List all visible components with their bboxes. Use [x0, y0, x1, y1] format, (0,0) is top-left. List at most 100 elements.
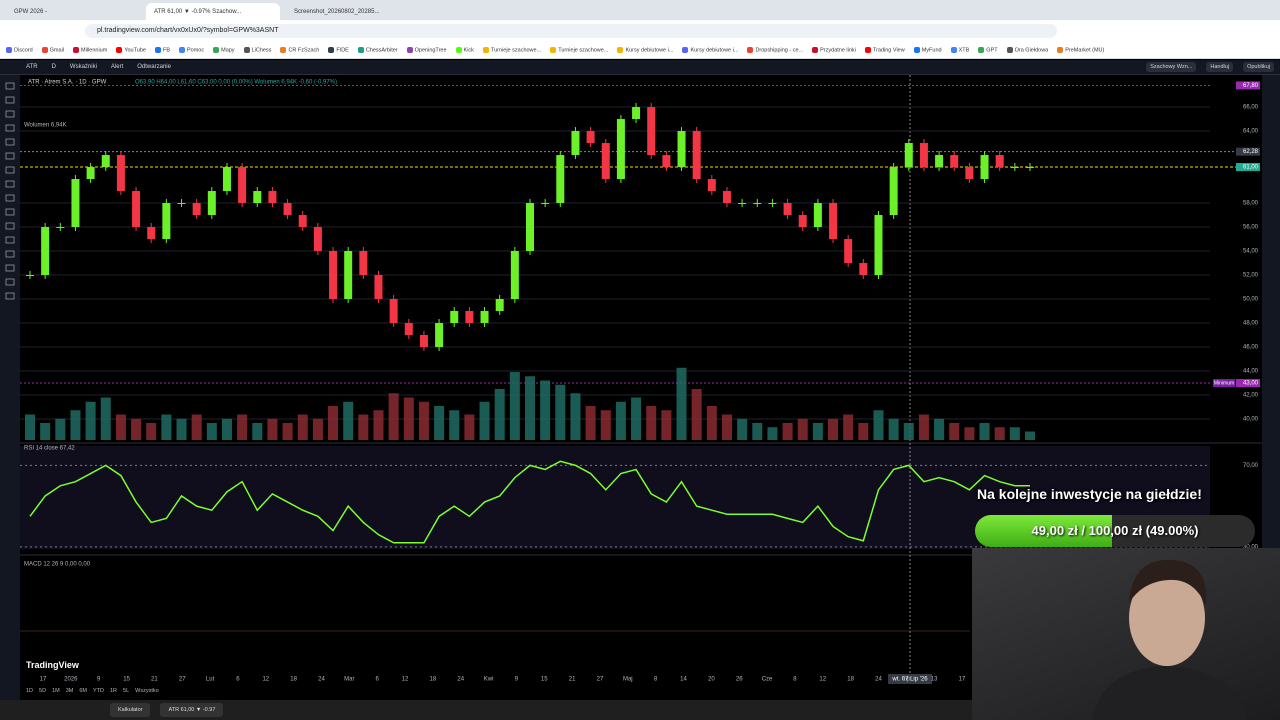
bookmark[interactable]: LiChess [243, 46, 272, 54]
marker-label: Minimum [1214, 380, 1234, 386]
bookmark[interactable]: Turnieje szachowe... [482, 46, 542, 54]
volume-bar [494, 389, 505, 440]
bookmark[interactable]: Trading View [864, 46, 905, 54]
bookmark[interactable]: CR FzSzach [280, 46, 320, 54]
bookmark-icon [178, 46, 185, 53]
bookmark-label[interactable]: Dropshipping - ce... [755, 47, 804, 54]
bookmark-label[interactable]: GPT [986, 47, 998, 54]
range-button[interactable]: YTD [92, 688, 104, 694]
bookmark-label[interactable]: FB [162, 47, 170, 54]
bookmark[interactable]: Gmail [41, 46, 65, 54]
bookmark-label[interactable]: MyFund [921, 47, 942, 54]
candle [101, 155, 110, 168]
bookmark[interactable]: Kick [455, 46, 474, 54]
range-button[interactable]: 1M [52, 688, 60, 694]
bookmark-label[interactable]: YouTube [124, 47, 146, 54]
bookmark-label[interactable]: Ora Giełdowa [1014, 47, 1049, 54]
volume-bar [1009, 427, 1020, 440]
bookmark[interactable]: Turnieje szachowe... [550, 46, 609, 54]
interval[interactable]: D [51, 64, 56, 70]
bookmark-label[interactable]: CR FzSzach [288, 47, 320, 54]
bookmark[interactable]: PreMarket (MU) [1057, 46, 1105, 54]
bookmark[interactable]: FIDE [328, 46, 349, 54]
toolbar-item[interactable]: Alert [110, 64, 124, 70]
bookmark[interactable]: OpeningTree [406, 46, 447, 54]
bookmark-label[interactable]: Turnieje szachowe... [490, 47, 542, 54]
bookmark[interactable]: FB [154, 46, 170, 54]
bookmark-label[interactable]: FIDE [336, 47, 349, 54]
candle [935, 155, 944, 168]
volume-bar [176, 418, 187, 440]
x-tick-label: Lip [902, 677, 911, 683]
bookmark-label[interactable]: Kick [463, 47, 474, 54]
bookmark-label[interactable]: Gmail [49, 47, 65, 54]
candle [965, 167, 974, 180]
bookmark-label[interactable]: LiChess [251, 47, 272, 54]
bookmark[interactable]: ChessArbiter [357, 46, 398, 54]
bookmark-label[interactable]: Turnieje szachowe... [558, 47, 609, 54]
bookmark[interactable]: Millennium [73, 46, 108, 54]
bookmark-label[interactable]: Przydatne linki [820, 47, 856, 54]
bookmark-label[interactable]: Trading View [872, 47, 905, 54]
candle [450, 311, 459, 324]
chart-toolbar: ATR D Wskaźniki Alert Odtwarzanie [0, 60, 1280, 75]
candle [298, 215, 307, 228]
tab[interactable]: Screenshot_20260802_20285... [294, 8, 380, 15]
bookmark[interactable]: Pomoc [178, 46, 205, 54]
y-tick-label: 40,00 [1243, 417, 1259, 423]
bookmark[interactable]: YouTube [116, 46, 146, 54]
url-field[interactable]: pl.tradingview.com/chart/vx0xUx0/?symbol… [85, 24, 1057, 38]
range-button[interactable]: 6M [79, 688, 87, 694]
candle [768, 203, 777, 205]
bookmark[interactable]: Dropshipping - ce... [747, 46, 804, 54]
bookmark[interactable]: Kursy debiutowe i... [682, 46, 739, 54]
bookmark-label[interactable]: ChessArbiter [365, 47, 398, 54]
x-tick-label: 13 [931, 677, 938, 683]
task-item[interactable]: ATR 61,00 ▼ -0.97 [160, 703, 224, 717]
bookmark[interactable]: Discord [6, 46, 33, 54]
bookmark-label[interactable]: OpeningTree [414, 47, 447, 54]
candle [71, 179, 80, 228]
bookmark-label[interactable]: XTB [958, 47, 970, 54]
bookmark-label[interactable]: Mapy [221, 47, 235, 54]
volume-bar [615, 401, 626, 440]
range-button[interactable]: 5L [123, 688, 130, 694]
bookmark-label[interactable]: PreMarket (MU) [1065, 47, 1105, 54]
x-tick-label: 9 [97, 677, 101, 683]
bookmark[interactable]: XTB [950, 46, 970, 54]
bookmark-label[interactable]: Pomoc [186, 47, 205, 54]
bookmark-label[interactable]: Discord [14, 47, 33, 54]
y-tick-label: 64,00 [1243, 129, 1259, 135]
range-button[interactable]: 3M [65, 688, 74, 694]
bookmark[interactable]: MyFund [913, 46, 942, 54]
bookmark-label[interactable]: Millennium [81, 47, 108, 54]
bookmark[interactable]: Kursy debiutowe i... [617, 46, 674, 54]
toolbar-item[interactable]: Wskaźniki [69, 64, 97, 70]
y-tick-label: 66,00 [1243, 105, 1259, 111]
candle [919, 143, 928, 168]
bookmark[interactable]: Przydatne linki [812, 46, 856, 54]
toolbar-button[interactable]: Szachowy Wzn... [1146, 62, 1197, 72]
drawing-toolbar [0, 75, 20, 700]
bookmark[interactable]: GPT [978, 46, 998, 54]
tool-icon [5, 236, 15, 244]
task-item[interactable]: Kalkulator [110, 703, 151, 717]
toolbar-item[interactable]: Odtwarzanie [137, 64, 171, 70]
tab[interactable]: GPW 2026 - [14, 8, 48, 15]
bookmark[interactable]: Mapy [213, 46, 235, 54]
bookmark-icon [864, 46, 871, 53]
tab[interactable]: ATR 61,00 ▼ -0.97% Szachow... [146, 3, 280, 20]
candle [389, 299, 398, 324]
toolbar-button[interactable]: Opublikuj [1243, 62, 1274, 72]
range-button[interactable]: 1R [109, 688, 118, 694]
range-button[interactable]: 1D [26, 688, 34, 694]
x-tick-label: 27 [597, 677, 604, 683]
bookmark[interactable]: Ora Giełdowa [1006, 46, 1049, 54]
bookmark-label[interactable]: Kursy debiutowe i... [625, 47, 674, 54]
range-button[interactable]: 5D [39, 688, 47, 694]
range-button[interactable]: Wszystko [135, 688, 159, 694]
candle [268, 191, 277, 204]
symbol[interactable]: ATR [26, 64, 38, 70]
toolbar-button[interactable]: Handluj [1206, 62, 1234, 72]
bookmark-label[interactable]: Kursy debiutowe i... [690, 47, 739, 54]
